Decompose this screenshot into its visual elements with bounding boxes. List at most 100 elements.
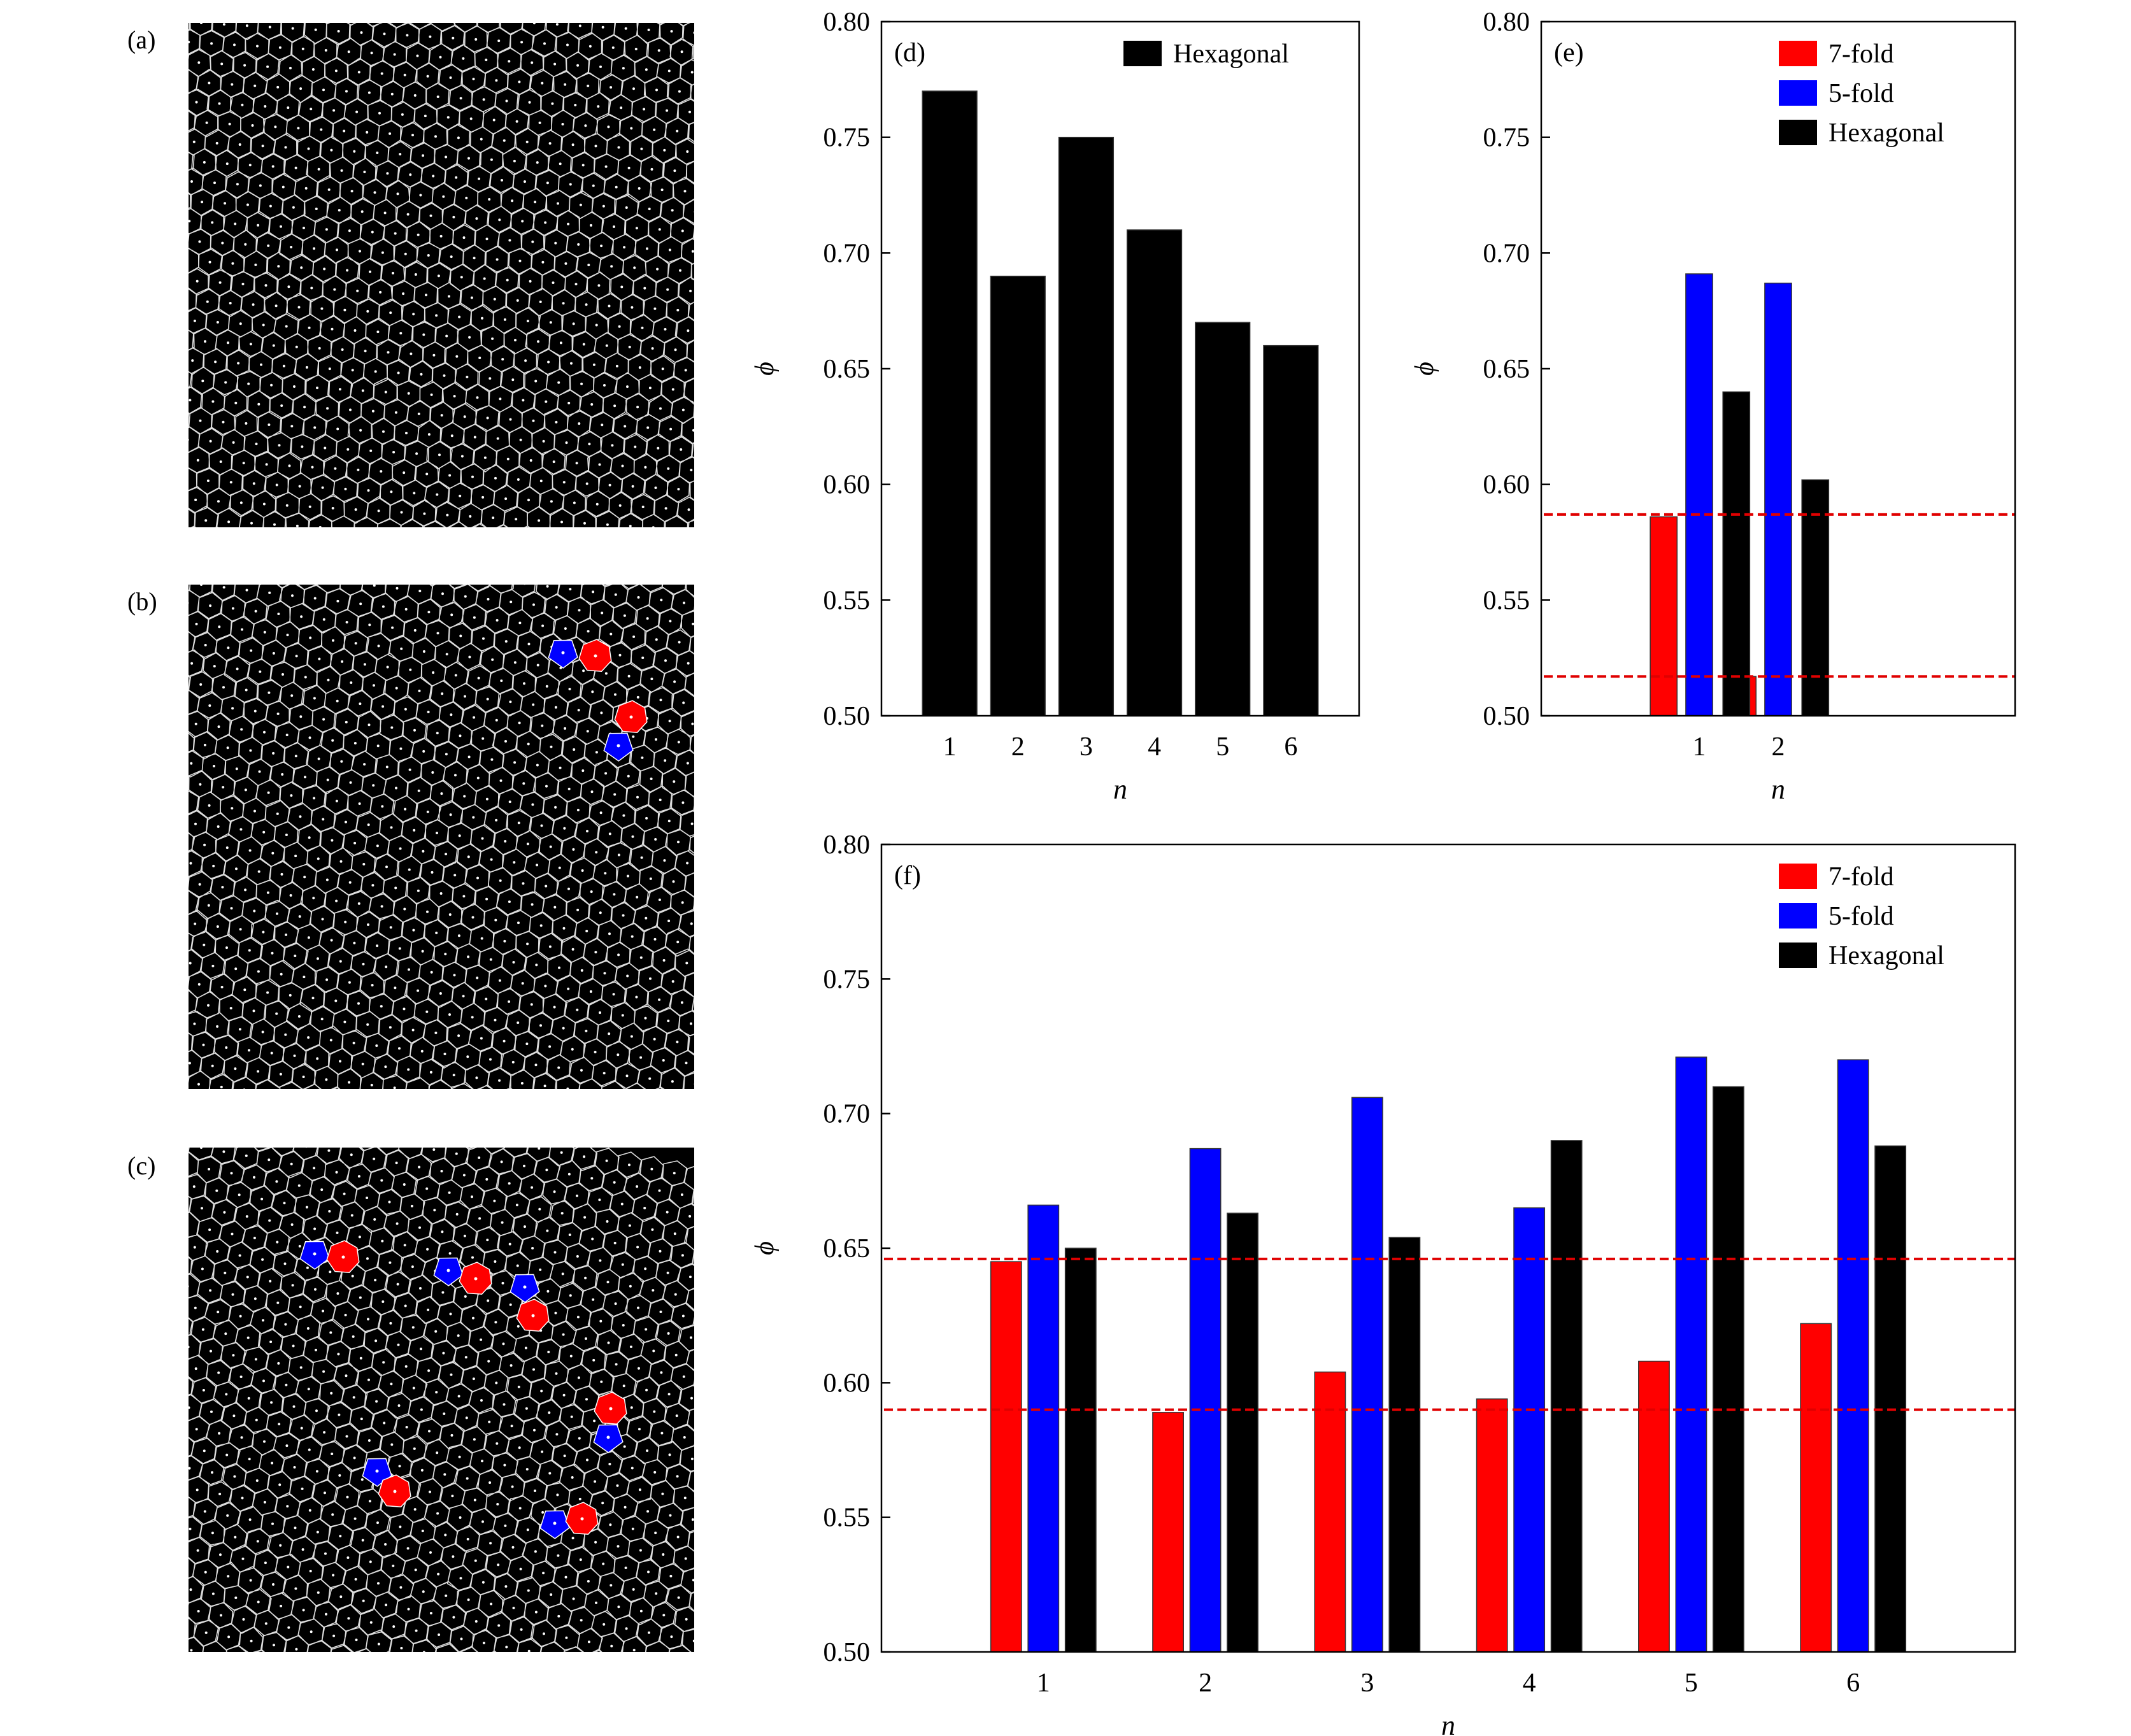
- panel-label-a: (a): [127, 25, 155, 54]
- particle-dot: [594, 654, 597, 658]
- x-tick-label: 6: [1846, 1668, 1860, 1698]
- bar-hexagonal-n2: [1227, 1213, 1258, 1653]
- bar-7-fold-n6: [1800, 1323, 1832, 1653]
- y-tick-label: 0.65: [1483, 355, 1530, 384]
- panel-label-c: (c): [127, 1151, 155, 1180]
- bar-7-fold-n1: [990, 1261, 1022, 1653]
- particle-dot: [580, 1517, 584, 1521]
- y-tick-label: 0.75: [1483, 124, 1530, 153]
- y-tick-label: 0.65: [823, 355, 871, 384]
- particle-dot: [375, 1469, 379, 1473]
- bar-5-fold-n1: [1685, 273, 1713, 716]
- legend-label: Hexagonal: [1173, 39, 1289, 69]
- cell-boundaries: [189, 585, 694, 1089]
- bar-hexagonal-n2: [990, 275, 1046, 716]
- panel-label-e: (e): [1554, 38, 1584, 68]
- bar-7-fold-n4: [1476, 1398, 1508, 1653]
- bar-5-fold-n4: [1513, 1207, 1546, 1653]
- legend-swatch: [1779, 943, 1817, 968]
- panel-label-b: (b): [127, 587, 157, 616]
- x-tick-label: 3: [1360, 1668, 1374, 1698]
- x-tick-label: 4: [1148, 732, 1161, 762]
- bar-7-fold-n5: [1638, 1360, 1670, 1653]
- voronoi-image-c: [189, 1148, 694, 1652]
- particle-dot: [341, 1255, 345, 1259]
- legend-swatch: [1123, 41, 1162, 66]
- legend-swatch: [1779, 903, 1817, 928]
- legend-label: Hexagonal: [1828, 118, 1944, 148]
- legend-swatch: [1779, 120, 1817, 145]
- bar-5-fold-n2: [1189, 1148, 1222, 1653]
- x-tick-label: 3: [1080, 732, 1093, 762]
- y-tick-label: 0.80: [1483, 8, 1530, 37]
- particle-dot: [531, 1314, 535, 1318]
- x-tick-label: 2: [1199, 1668, 1212, 1698]
- legend-label: Hexagonal: [1828, 941, 1944, 971]
- x-axis-label: n: [1441, 1710, 1455, 1736]
- chart-e: 0.50 0.55 0.60 0.65 0.70 0.75 0.80 1 2 n ϕ (e) 7-fol…: [1410, 8, 2016, 805]
- particle-dot: [474, 1277, 478, 1281]
- bar-5-fold-n5: [1675, 1057, 1707, 1653]
- bar-hexagonal-n1: [1064, 1248, 1097, 1653]
- y-tick-label: 0.70: [1483, 239, 1530, 268]
- y-tick-label: 0.55: [823, 1504, 871, 1533]
- particle-dot: [606, 1435, 610, 1439]
- voronoi-image-b: [189, 585, 694, 1089]
- bar-7-fold-n2: [1152, 1412, 1184, 1653]
- legend-label: 7-fold: [1828, 39, 1894, 69]
- particle-dot: [616, 744, 620, 748]
- y-axis-label: ϕ: [750, 1241, 780, 1255]
- x-axis-label: n: [1771, 774, 1785, 805]
- y-axis-label: ϕ: [1410, 362, 1439, 376]
- cell-boundaries: [189, 1148, 694, 1652]
- y-tick-label: 0.65: [823, 1234, 871, 1263]
- y-tick-label: 0.75: [823, 965, 871, 994]
- bar-7-fold-n1: [1650, 516, 1678, 716]
- y-tick-label: 0.80: [823, 830, 871, 860]
- y-tick-label: 0.80: [823, 8, 871, 37]
- particle-dot: [523, 1285, 527, 1289]
- y-axis-label: ϕ: [750, 362, 780, 376]
- bar-5-fold-n3: [1351, 1097, 1383, 1653]
- particle-dot: [393, 1490, 397, 1493]
- y-tick-label: 0.75: [823, 124, 871, 153]
- voronoi-image-a: [189, 23, 694, 527]
- bar-5-fold-n1: [1027, 1204, 1060, 1653]
- bar-hexagonal-n4: [1126, 229, 1183, 716]
- bar-5-fold-n2: [1764, 282, 1792, 716]
- panel-label-f: (f): [894, 861, 921, 890]
- x-tick-label: 6: [1284, 732, 1297, 762]
- legend-label: 5-fold: [1828, 902, 1894, 931]
- bar-7-fold-n3: [1314, 1371, 1346, 1653]
- bar-hexagonal-n5: [1195, 322, 1251, 716]
- bar-hexagonal-n3: [1388, 1237, 1421, 1653]
- particle-dot: [629, 715, 633, 719]
- y-tick-label: 0.50: [823, 1638, 871, 1667]
- bar-hexagonal-n5: [1713, 1086, 1744, 1653]
- bar-hexagonal-n1: [922, 90, 978, 716]
- particle-dot: [313, 1252, 317, 1256]
- x-axis-label: n: [1113, 774, 1127, 805]
- y-tick-label: 0.55: [823, 586, 871, 615]
- panel-label-d: (d): [894, 38, 925, 68]
- y-tick-label: 0.55: [1483, 586, 1530, 615]
- cell-boundaries: [189, 23, 694, 527]
- bar-hexagonal-n4: [1550, 1140, 1583, 1653]
- y-tick-label: 0.60: [823, 1369, 871, 1398]
- x-tick-label: 5: [1685, 1668, 1698, 1698]
- particle-dot: [561, 651, 565, 655]
- y-tick-label: 0.70: [823, 239, 871, 268]
- x-tick-label: 4: [1523, 1668, 1536, 1698]
- x-tick-label: 2: [1772, 732, 1785, 762]
- bar-hexagonal-n6: [1874, 1145, 1907, 1653]
- x-tick-label: 1: [943, 732, 957, 762]
- chart-d: 0.50 0.55 0.60 0.65 0.70 0.75 0.80 1 2 3 4 5 6 n ϕ (d) H…: [750, 8, 1360, 805]
- legend-swatch: [1779, 864, 1817, 889]
- particle-dot: [446, 1269, 450, 1272]
- y-tick-label: 0.50: [1483, 702, 1530, 731]
- y-tick-label: 0.60: [1483, 471, 1530, 500]
- y-tick-label: 0.60: [823, 471, 871, 500]
- bar-5-fold-n6: [1837, 1059, 1869, 1653]
- legend-label: 5-fold: [1828, 79, 1894, 108]
- x-tick-label: 1: [1037, 1668, 1050, 1698]
